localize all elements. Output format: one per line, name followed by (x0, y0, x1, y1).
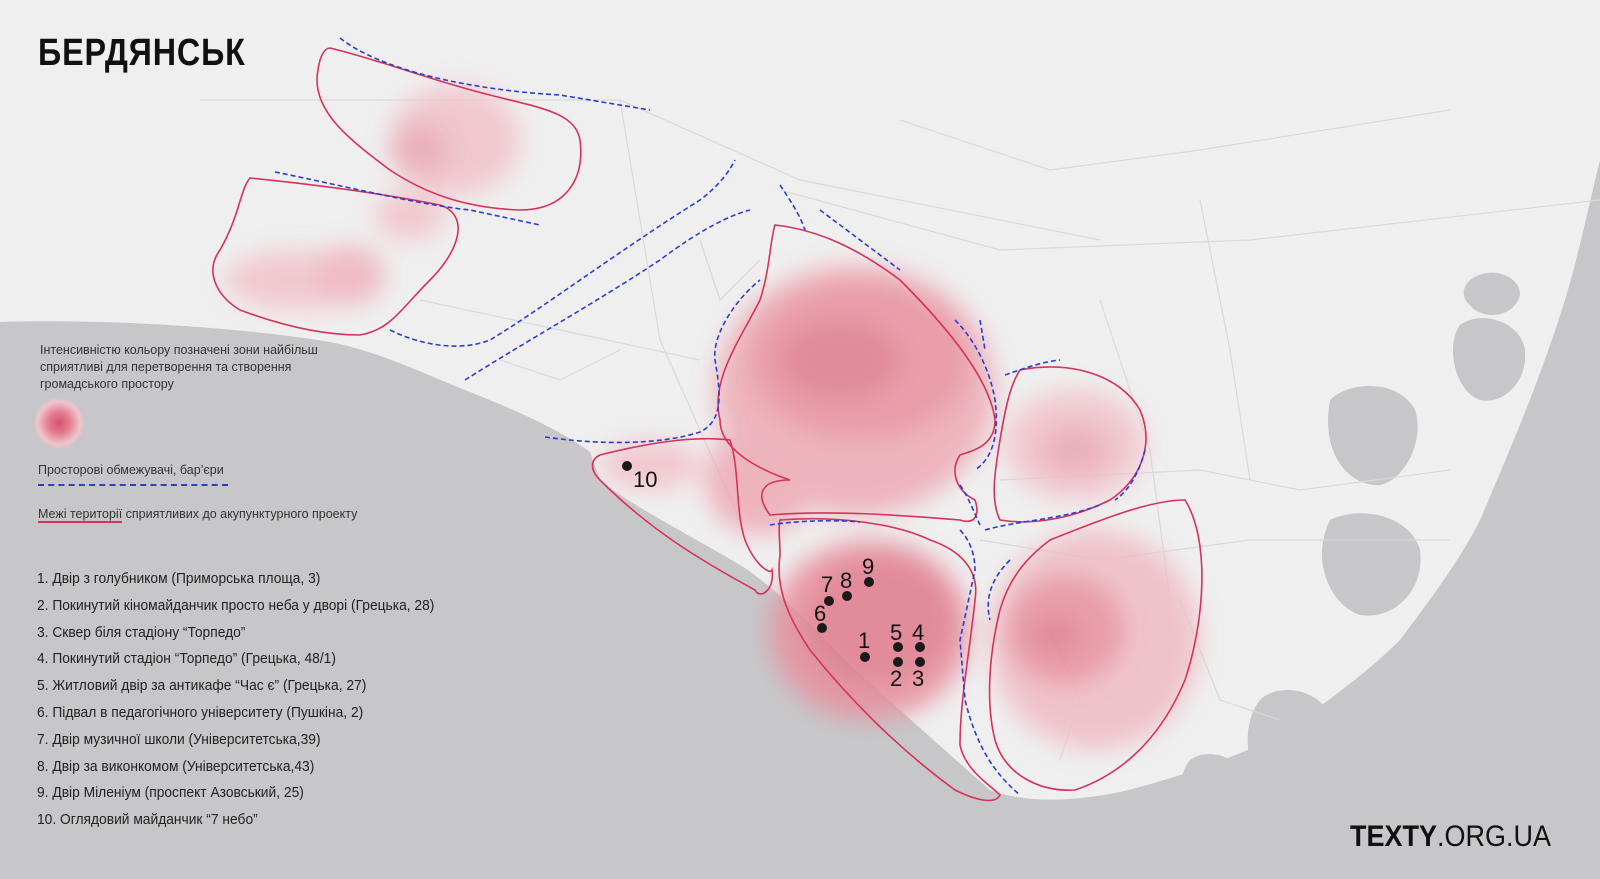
legend-barrier-line (38, 484, 228, 486)
marker-10[interactable]: 10 (622, 461, 657, 492)
marker-5[interactable]: 5 (890, 620, 903, 652)
spit-lake (1463, 272, 1520, 315)
logo-bold: TEXTY (1350, 820, 1438, 853)
legend-intensity-swatch (34, 398, 84, 448)
barrier-lines (274, 37, 1146, 796)
list-item: 1. Двір з голубником (Приморська площа, … (37, 570, 321, 587)
list-item: 3. Сквер біля стадіону “Торпедо” (37, 623, 246, 641)
spit-lake (1321, 513, 1421, 616)
spit-lake (1328, 386, 1418, 486)
marker-4[interactable]: 4 (912, 620, 925, 652)
marker-8[interactable]: 8 (840, 568, 852, 601)
legend-border-text: Межі території сприятливих до акупунктур… (38, 507, 358, 521)
map-title: БЕРДЯНСЬК (38, 32, 246, 74)
spit-lake (1452, 318, 1526, 401)
legend-barrier-text: Просторові обмежувачі, бар’єри (38, 463, 224, 477)
svg-text:7: 7 (821, 572, 833, 597)
svg-text:1: 1 (858, 628, 870, 653)
spit-lake (1247, 690, 1335, 792)
zone-borders (212, 47, 1203, 802)
list-item: 6. Підвал в педагогічного університету (… (37, 703, 364, 721)
sea-area (0, 160, 1600, 879)
list-item: 7. Двір музичної школи (Університетська,… (37, 730, 321, 748)
place-markers: 1 2 3 4 5 6 7 (622, 461, 925, 691)
spit-lake (1181, 754, 1250, 822)
texty-logo[interactable]: TEXTY.ORG.UA (1350, 820, 1551, 854)
svg-text:4: 4 (912, 620, 924, 645)
marker-2[interactable]: 2 (890, 657, 903, 691)
list-item: 2. Покинутий кіномайданчик просто неба у… (37, 596, 435, 614)
svg-text:9: 9 (862, 554, 874, 579)
legend-border-line (38, 521, 122, 523)
marker-9[interactable]: 9 (862, 554, 874, 587)
svg-text:2: 2 (890, 666, 902, 691)
heat-zones (225, 85, 1200, 750)
logo-domain: .ORG.UA (1437, 820, 1552, 853)
list-item: 9. Двір Міленіум (проспект Азовський, 25… (37, 784, 304, 802)
svg-text:3: 3 (912, 666, 924, 691)
list-item: 10. Оглядовий майданчик “7 небо” (37, 811, 258, 829)
places-list: 1. Двір з голубником (Приморська площа, … (37, 566, 434, 834)
marker-7[interactable]: 7 (821, 572, 834, 606)
marker-6[interactable]: 6 (814, 601, 827, 633)
list-item: 4. Покинутий стадіон “Торпедо” (Грецька,… (37, 650, 336, 668)
list-item: 5. Житловий двір за антикафе “Час є” (Гр… (37, 677, 367, 695)
svg-text:6: 6 (814, 601, 826, 626)
marker-1[interactable]: 1 (858, 628, 870, 662)
list-item: 8. Двір за виконкомом (Університетська,4… (37, 757, 315, 775)
marker-3[interactable]: 3 (912, 657, 925, 691)
svg-text:5: 5 (890, 620, 902, 645)
legend-intensity-text: Інтенсивністю кольору позначені зони най… (40, 343, 318, 391)
svg-text:10: 10 (633, 467, 657, 492)
svg-text:8: 8 (840, 568, 852, 593)
